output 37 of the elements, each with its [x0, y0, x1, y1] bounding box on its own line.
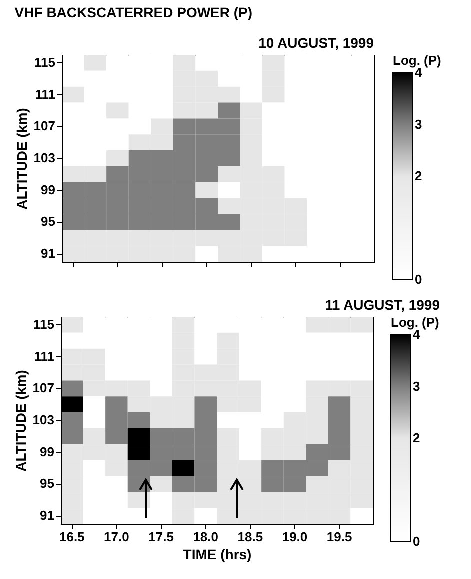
y-tick-label: 95	[40, 476, 54, 492]
color-bar-label: 3	[413, 378, 420, 394]
y-tick-label: 95	[41, 214, 56, 230]
y-tick-label: 115	[34, 54, 56, 70]
x-tick-label: 19.0	[282, 530, 308, 544]
color-bar-label: 0	[415, 272, 422, 287]
y-tick-label: 103	[32, 412, 54, 428]
y-tick-label: 111	[34, 348, 54, 364]
color-bar-label: 2	[413, 430, 420, 446]
y-tick-label: 91	[41, 246, 56, 262]
y-tick-label: 107	[34, 118, 56, 134]
y-tick-label: 115	[34, 316, 54, 332]
y-tick-label: 99	[41, 182, 56, 198]
y-tick-label: 99	[40, 444, 54, 460]
y-tick-label: 103	[34, 150, 56, 166]
x-tick-label: 19.5	[326, 530, 352, 544]
x-tick-label: 18.5	[238, 530, 264, 544]
color-bar-label: 4	[413, 327, 421, 342]
color-bar-label: 2	[415, 168, 422, 184]
y-tick-label: 91	[40, 508, 54, 524]
color-bar-label: 3	[415, 116, 422, 132]
y-tick-label: 107	[32, 380, 54, 396]
color-bar-title: Log. (P)	[391, 315, 440, 330]
color-bar-label: 0	[413, 534, 420, 549]
chart-title: VHF BACKSCATERRED POWER (P)	[14, 4, 253, 20]
x-tick-label: 17.5	[148, 530, 174, 544]
chart-title: 11 AUGUST, 1999	[325, 297, 440, 313]
chart-subtitle: 10 AUGUST, 1999	[258, 35, 374, 51]
y-axis-title: ALTITUDE (km)	[12, 370, 29, 472]
y-axis-title: ALTITUDE (km)	[14, 108, 30, 210]
x-tick-label: 17.0	[104, 530, 130, 544]
x-axis-title: TIME (hrs)	[183, 546, 252, 562]
x-tick-label: 16.5	[59, 530, 85, 544]
color-bar-title: Log. (P)	[393, 53, 442, 68]
x-tick-label: 18.0	[193, 530, 219, 544]
color-bar-label: 4	[415, 65, 423, 80]
y-tick-label: 111	[35, 86, 56, 102]
